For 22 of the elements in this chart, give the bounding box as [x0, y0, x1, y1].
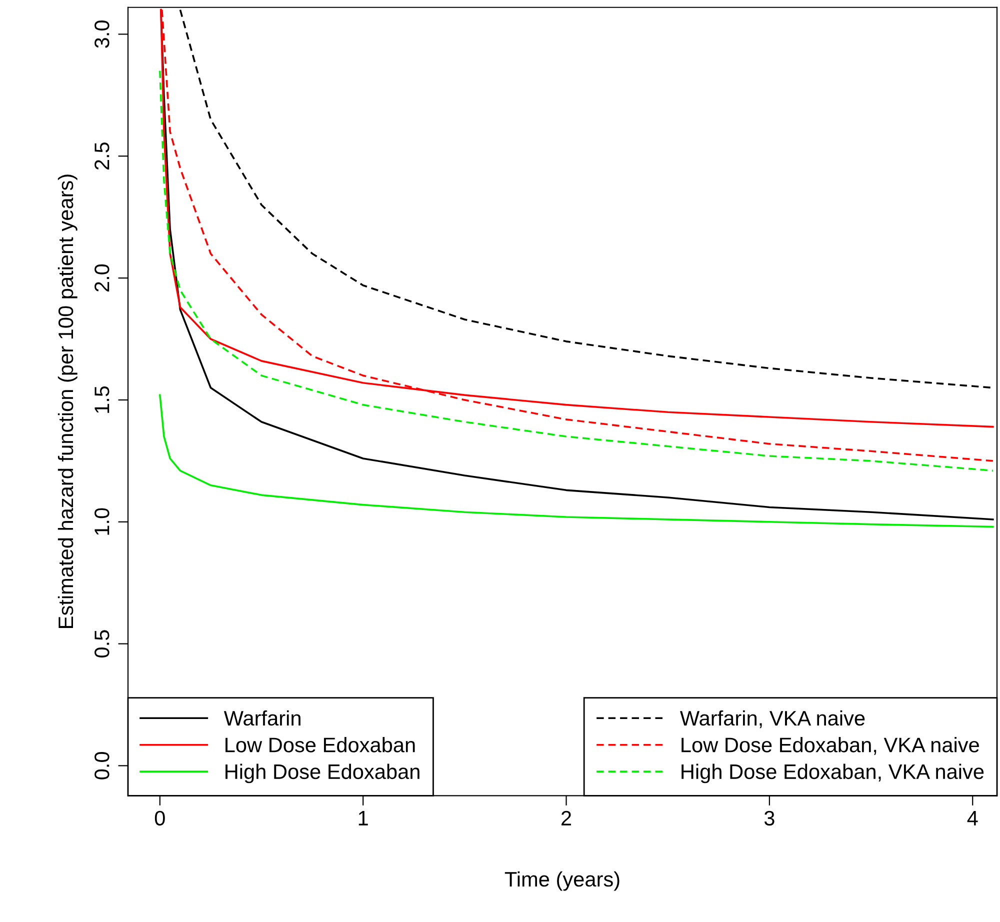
y-tick-label: 1.0 — [94, 508, 110, 535]
legend-label: Warfarin, VKA naive — [680, 710, 865, 728]
y-tick-label: 0.0 — [94, 752, 110, 780]
x-tick-label: 2 — [562, 810, 572, 826]
x-tick-label: 0 — [154, 810, 165, 826]
legend-label: Warfarin — [224, 710, 300, 726]
legend-label: High Dose Edoxaban — [226, 764, 420, 784]
legend-label: High Dose Edoxaban, VKA naive — [682, 764, 984, 784]
y-tick-label: 2.5 — [94, 142, 110, 170]
x-tick-label: 4 — [967, 811, 978, 826]
x-tick-label: 3 — [764, 810, 774, 826]
x-axis-title: Time (years) — [504, 871, 620, 891]
y-tick-label: 2.0 — [94, 264, 110, 292]
y-tick-label: 1.5 — [94, 386, 110, 413]
x-tick-label: 1 — [358, 811, 368, 826]
line-series — [158, 394, 994, 528]
legend-label: Low Dose Edoxaban, VKA naive — [682, 737, 979, 755]
legend-label: Low Dose Edoxaban — [226, 737, 415, 752]
y-tick-label: 3.0 — [94, 20, 110, 48]
line-series — [158, 70, 994, 472]
y-axis-title: Estimated hazard function (per 100 patient years) — [58, 174, 78, 628]
y-tick-label: 0.5 — [94, 630, 110, 658]
